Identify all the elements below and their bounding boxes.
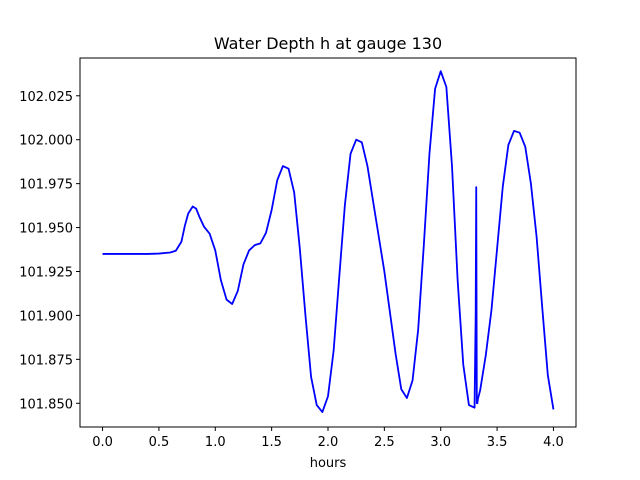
series-line-0: [102, 70, 555, 413]
x-tick-label: 3.5: [487, 435, 508, 450]
x-tick-label: 4.0: [543, 435, 564, 450]
x-tick-label: 2.5: [374, 435, 395, 450]
y-tick-label: 101.925: [19, 265, 73, 280]
chart-title: Water Depth h at gauge 130: [214, 34, 442, 53]
x-tick-label: 1.5: [261, 435, 282, 450]
y-tick-label: 101.900: [19, 309, 73, 324]
y-tick-label: 101.950: [19, 222, 73, 237]
x-tick-label: 0.5: [149, 435, 170, 450]
x-axis: 0.0 0.5 1.0 1.5 2.0 2.5 3.0 3.5 4.0: [92, 427, 564, 450]
plot-frame: [79, 57, 577, 428]
y-axis: 101.850 101.875 101.900 101.925 101.950 101.9…: [19, 90, 80, 412]
y-tick-label: 101.850: [19, 397, 73, 412]
plot-area: [102, 70, 555, 413]
y-tick-label: 101.975: [19, 178, 73, 193]
x-tick-label: 0.0: [92, 435, 113, 450]
x-tick-label: 3.0: [430, 435, 451, 450]
x-tick-label: 1.0: [205, 435, 226, 450]
x-tick-label: 2.0: [318, 435, 339, 450]
y-tick-label: 102.000: [19, 134, 73, 149]
x-axis-label: hours: [310, 456, 347, 471]
y-tick-label: 101.875: [19, 353, 73, 368]
y-tick-label: 102.025: [19, 90, 73, 105]
